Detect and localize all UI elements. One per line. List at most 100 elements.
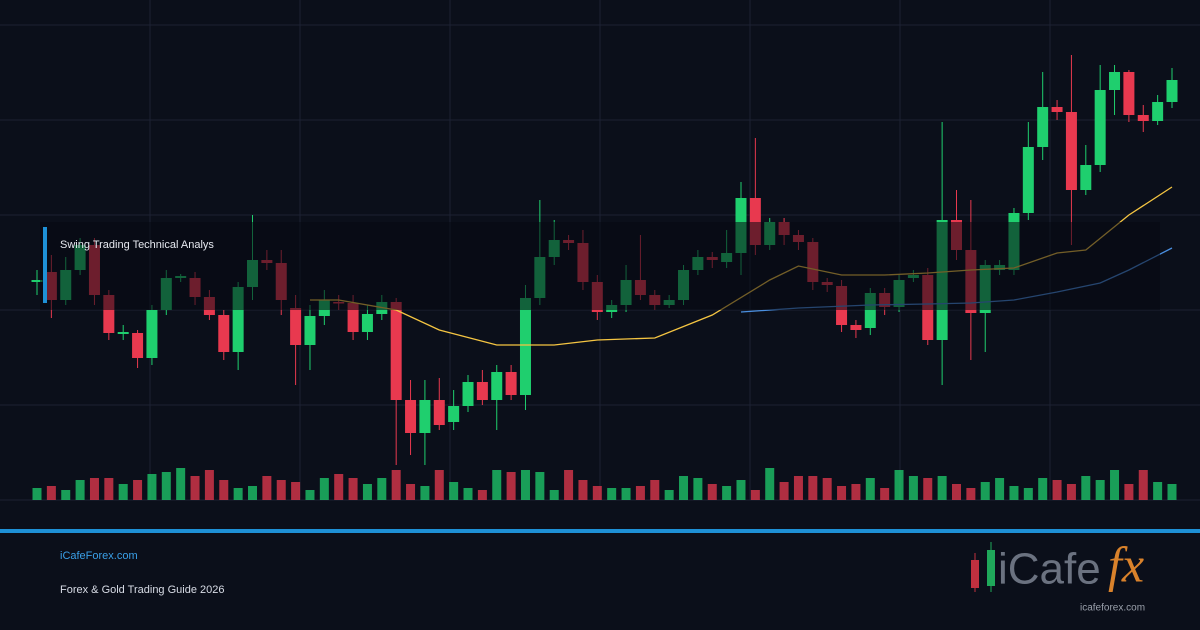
title-overlay (40, 222, 1160, 310)
volume-bar (204, 470, 214, 500)
candle-body (749, 198, 761, 245)
volume-bar (621, 488, 631, 500)
volume-bar (104, 478, 114, 500)
volume-bar (1095, 480, 1105, 500)
volume-bar (937, 476, 947, 500)
candle-body (405, 400, 417, 433)
volume-bar (334, 474, 344, 500)
candle-body (1051, 107, 1063, 112)
volume-bar (535, 472, 545, 500)
candle-body (519, 298, 531, 395)
candle-body (218, 315, 230, 352)
candle-body (290, 308, 302, 345)
volume-bar (908, 476, 918, 500)
volume-bar (1009, 486, 1019, 500)
title-accent (43, 227, 47, 303)
volume-bar (506, 472, 516, 500)
volume-bar (391, 470, 401, 500)
volume-bar (1023, 488, 1033, 500)
volume-bar (118, 484, 128, 500)
volume-bar (463, 488, 473, 500)
volume-bar (592, 486, 602, 500)
volume-bar (1138, 470, 1148, 500)
volume-bar (420, 486, 430, 500)
volume-bar (894, 470, 904, 500)
volume-bar (520, 470, 530, 500)
volume-bar (305, 490, 315, 500)
candle-body (1080, 165, 1092, 190)
volume-bar (1081, 476, 1091, 500)
candle-body (347, 303, 359, 332)
candle-body (1137, 115, 1149, 121)
candle-body (462, 382, 474, 406)
volume-bar (793, 476, 803, 500)
volume-bar (1124, 484, 1134, 500)
volume-bar (492, 470, 502, 500)
volume-bar (707, 484, 717, 500)
volume-bar (1167, 484, 1177, 500)
volume-bar (549, 490, 559, 500)
volume-bar (233, 488, 243, 500)
candle-body (232, 287, 244, 352)
volume-bar (133, 480, 143, 500)
volume-bar (362, 484, 372, 500)
volume-bar (147, 474, 157, 500)
volume-bar (822, 478, 832, 500)
divider (0, 529, 1200, 533)
volume-bar (635, 486, 645, 500)
candle-body (1094, 90, 1106, 165)
volume-bar (219, 480, 229, 500)
volume-bar (377, 478, 387, 500)
volume-bar (319, 478, 329, 500)
volume-bar (477, 490, 487, 500)
volume-bar (578, 480, 588, 500)
candle-body (103, 295, 115, 333)
volume-bar (808, 476, 818, 500)
logo: iCafe fx icafeforex.com (971, 536, 1145, 614)
logo-candle (971, 560, 979, 588)
candle-body (1166, 80, 1178, 102)
volume-bar (693, 478, 703, 500)
candle-body (433, 400, 445, 425)
candle-body (1022, 147, 1034, 213)
volume-bar (161, 472, 171, 500)
volume-bar (276, 480, 286, 500)
candle-body (850, 325, 862, 330)
candle-body (419, 400, 431, 433)
candle-body (117, 332, 129, 334)
volume-bar (190, 476, 200, 500)
volume-bar (1153, 482, 1163, 500)
logo-brand: iCafe (998, 545, 1101, 594)
candle-body (146, 310, 158, 358)
candle-body (361, 314, 373, 332)
volume-bar (291, 482, 301, 500)
logo-candle (987, 550, 995, 586)
candle-body (448, 406, 460, 422)
volume-bar (32, 488, 42, 500)
volume-bar (406, 484, 416, 500)
volume-bar (1110, 470, 1120, 500)
volume-bar (750, 490, 760, 500)
volume-bar (865, 478, 875, 500)
volume-bar (75, 480, 85, 500)
candle-body (304, 316, 316, 345)
candle-body (1037, 107, 1049, 147)
candle-body (491, 372, 503, 400)
volume-bar (765, 468, 775, 500)
volume-bar (89, 478, 99, 500)
volume-bar (564, 470, 574, 500)
volume-bar (880, 488, 890, 500)
volume-bar (736, 480, 746, 500)
volume-bar (722, 486, 732, 500)
logo-url: icafeforex.com (1080, 603, 1145, 614)
volume-bar (46, 486, 56, 500)
volume-bar (851, 484, 861, 500)
volume-bar (176, 468, 186, 500)
volume-bar (348, 478, 358, 500)
volume-bar (980, 482, 990, 500)
volume-bar (607, 488, 617, 500)
volume-bar (1066, 484, 1076, 500)
volume-bar (1052, 480, 1062, 500)
candle-body (1152, 102, 1164, 121)
